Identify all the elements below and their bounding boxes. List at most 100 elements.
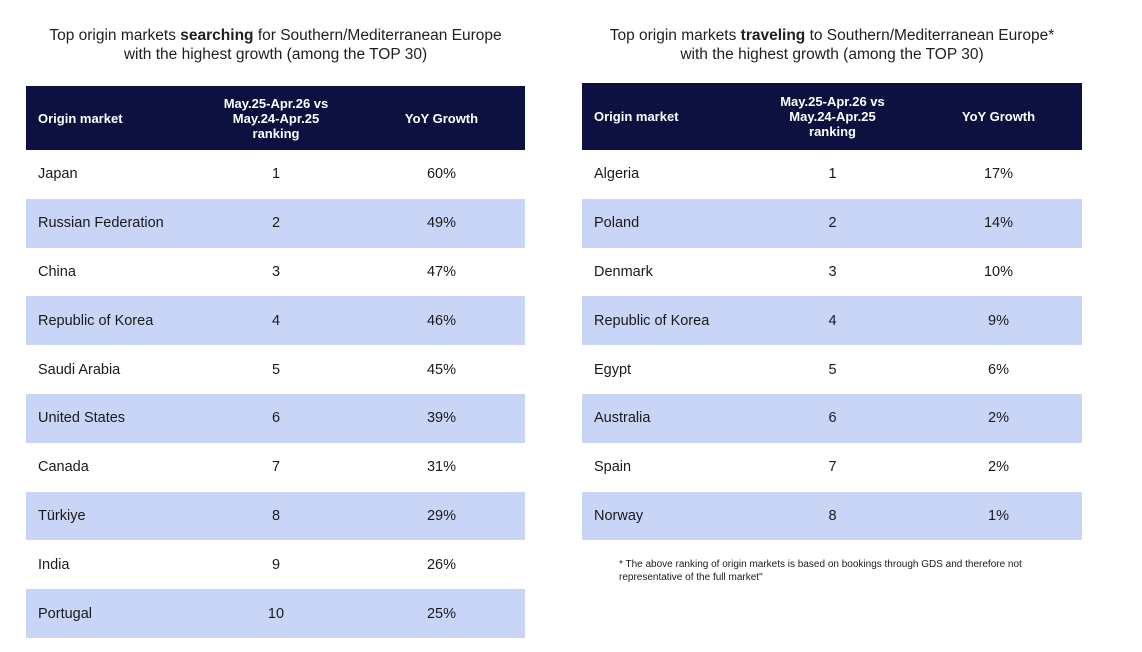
header-ranking: May.25-Apr.26 vs May.24-Apr.25 ranking xyxy=(750,83,915,150)
footnote-line: * The above ranking of origin markets is… xyxy=(619,559,1022,570)
ranking-cell: 8 xyxy=(194,491,358,541)
header-yoy-growth: YoY Growth xyxy=(915,83,1082,150)
title-suffix: to Southern/Mediterranean Europe* xyxy=(805,27,1055,44)
yoy-growth-cell: 2% xyxy=(915,393,1082,443)
yoy-growth-cell: 10% xyxy=(983,263,1014,280)
title-prefix: Top origin markets xyxy=(49,27,181,44)
yoy-growth-cell: 9% xyxy=(915,296,1082,346)
table-header-row: Origin market May.25-Apr.26 vs May.24-Ap… xyxy=(26,86,525,150)
table-row: Norway 8 1% xyxy=(582,491,1082,541)
header-ranking: May.25-Apr.26 vs May.24-Apr.25 ranking xyxy=(194,86,358,150)
table-row: Japan 1 60% xyxy=(26,150,525,199)
ranking-cell: 2 xyxy=(750,198,915,248)
origin-market-cell: India xyxy=(38,556,70,573)
ranking-cell: 5 xyxy=(271,361,281,378)
title-suffix: for Southern/Mediterranean Europe xyxy=(253,27,502,44)
title-line-1: Top origin markets searching for Souther… xyxy=(26,26,525,45)
header-ranking-line: May.24-Apr.25 xyxy=(232,110,320,126)
ranking-cell: 6 xyxy=(194,393,358,443)
ranking-cell: 7 xyxy=(828,459,837,476)
searching-table-title: Top origin markets searching for Souther… xyxy=(26,26,525,64)
yoy-growth-cell: 6% xyxy=(988,361,1009,378)
origin-market-cell: Denmark xyxy=(594,263,653,280)
traveling-table-title: Top origin markets traveling to Southern… xyxy=(582,26,1082,64)
header-ranking-line: ranking xyxy=(809,124,856,139)
traveling-panel: Top origin markets traveling to Southern… xyxy=(582,26,1082,541)
title-line-1: Top origin markets traveling to Southern… xyxy=(582,26,1082,45)
yoy-growth-cell: 1% xyxy=(915,491,1082,541)
table-row: United States 6 39% xyxy=(26,393,525,443)
ranking-cell: 6 xyxy=(750,393,915,443)
ranking-cell: 8 xyxy=(750,491,915,541)
origin-market-cell: Portugal xyxy=(26,589,194,638)
title-bold-word: searching xyxy=(180,27,254,44)
ranking-cell: 1 xyxy=(828,166,837,183)
ranking-cell: 2 xyxy=(194,198,358,248)
title-prefix: Top origin markets xyxy=(609,27,741,44)
table-row: Australia 6 2% xyxy=(582,393,1082,443)
yoy-growth-cell: 60% xyxy=(426,166,457,183)
header-origin-market: Origin market xyxy=(582,83,750,150)
title-line-2: with the highest growth (among the TOP 3… xyxy=(123,46,428,63)
origin-market-cell: Japan xyxy=(38,166,78,183)
table-row: Denmark 3 10% xyxy=(582,248,1082,297)
yoy-growth-cell: 26% xyxy=(426,556,457,573)
table-row: Egypt 5 6% xyxy=(582,345,1082,394)
yoy-growth-cell: 14% xyxy=(915,198,1082,248)
header-ranking-line: May.25-Apr.26 vs xyxy=(780,94,885,109)
origin-market-cell: Algeria xyxy=(594,166,640,183)
origin-market-cell: Saudi Arabia xyxy=(38,361,121,378)
ranking-cell: 4 xyxy=(750,296,915,346)
yoy-growth-cell: 39% xyxy=(358,393,525,443)
ranking-cell: 3 xyxy=(828,263,837,280)
ranking-cell: 1 xyxy=(271,166,281,183)
searching-table: Origin market May.25-Apr.26 vs May.24-Ap… xyxy=(26,86,525,638)
ranking-cell: 3 xyxy=(271,263,281,280)
ranking-cell: 7 xyxy=(271,459,281,476)
table-row: Canada 7 31% xyxy=(26,443,525,492)
origin-market-cell: Republic of Korea xyxy=(582,296,750,346)
title-bold-word: traveling xyxy=(740,27,806,44)
origin-market-cell: United States xyxy=(26,393,194,443)
ranking-cell: 4 xyxy=(194,296,358,346)
footnote-line: representative of the full market" xyxy=(619,572,763,583)
header-ranking-line: May.24-Apr.25 xyxy=(789,109,876,124)
table-row: Poland 2 14% xyxy=(582,198,1082,248)
header-ranking-line: May.25-Apr.26 vs xyxy=(223,95,329,111)
table-row: India 9 26% xyxy=(26,540,525,589)
ranking-cell: 10 xyxy=(194,589,358,638)
origin-market-cell: Egypt xyxy=(594,361,632,378)
traveling-table: Origin market May.25-Apr.26 vs May.24-Ap… xyxy=(582,83,1082,541)
table-row: Portugal 10 25% xyxy=(26,589,525,638)
origin-market-cell: Republic of Korea xyxy=(26,296,194,346)
ranking-cell: 5 xyxy=(828,361,837,378)
origin-market-cell: Spain xyxy=(594,459,632,476)
ranking-cell: 9 xyxy=(271,556,281,573)
table-row: China 3 47% xyxy=(26,248,525,297)
table-row: Republic of Korea 4 9% xyxy=(582,296,1082,346)
yoy-growth-cell: 29% xyxy=(358,491,525,541)
yoy-growth-cell: 31% xyxy=(426,459,457,476)
yoy-growth-cell: 2% xyxy=(988,459,1009,476)
table-row: Russian Federation 2 49% xyxy=(26,198,525,248)
origin-market-cell: Norway xyxy=(582,491,750,541)
yoy-growth-cell: 49% xyxy=(358,198,525,248)
searching-panel: Top origin markets searching for Souther… xyxy=(26,26,525,638)
yoy-growth-cell: 47% xyxy=(426,263,457,280)
yoy-growth-cell: 25% xyxy=(358,589,525,638)
origin-market-cell: Canada xyxy=(38,459,89,476)
origin-market-cell: Australia xyxy=(582,393,750,443)
origin-market-cell: Türkiye xyxy=(26,491,194,541)
table-row: Republic of Korea 4 46% xyxy=(26,296,525,346)
yoy-growth-cell: 45% xyxy=(426,361,457,378)
origin-market-cell: Russian Federation xyxy=(26,198,194,248)
table-row: Türkiye 8 29% xyxy=(26,491,525,541)
footnote: * The above ranking of origin markets is… xyxy=(619,558,1069,584)
origin-market-cell: Poland xyxy=(582,198,750,248)
yoy-growth-cell: 17% xyxy=(983,166,1014,183)
table-row: Saudi Arabia 5 45% xyxy=(26,345,525,394)
origin-market-cell: China xyxy=(38,263,76,280)
yoy-growth-cell: 46% xyxy=(358,296,525,346)
title-line-2: with the highest growth (among the TOP 3… xyxy=(680,46,984,63)
header-ranking-line: ranking xyxy=(252,125,300,141)
